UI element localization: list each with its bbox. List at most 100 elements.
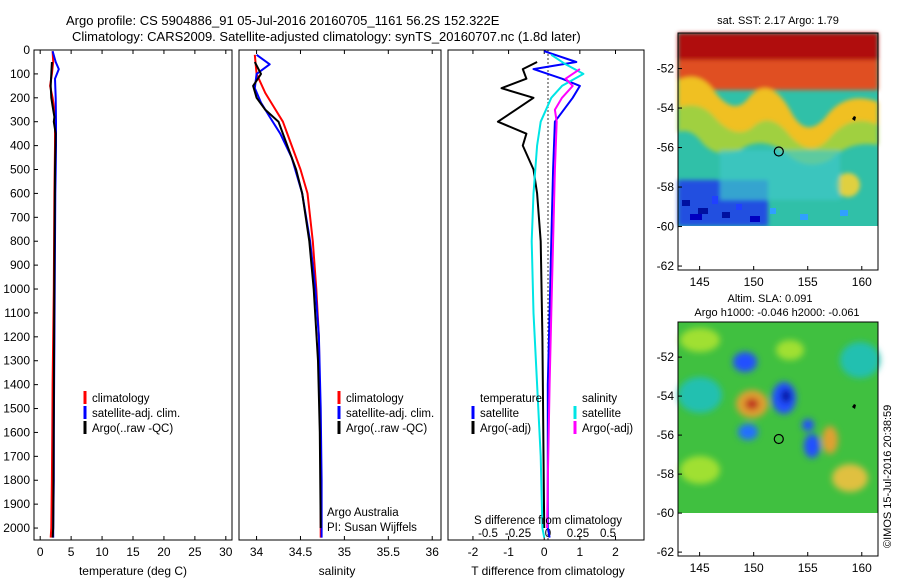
temp-legend-satellite: satellite-adj. clim. [92, 408, 180, 420]
sst-lon-tick-label: 145 [690, 275, 710, 289]
sla-blob-7 [738, 424, 758, 440]
sla-blob-10 [678, 377, 722, 413]
sla-lat-tick-label: -52 [657, 350, 675, 364]
depth-tick-label: 1900 [3, 497, 30, 511]
difference-plot-frame [447, 49, 645, 541]
sla-blob-12 [832, 464, 868, 492]
temp-legend-climatology: climatology [92, 393, 150, 405]
depth-tick-label: 1200 [3, 330, 30, 344]
diff-legend-temperature-header: temperature [480, 393, 542, 405]
salinity-x-tick-label: 35 [338, 545, 352, 559]
sst-field-front [678, 76, 878, 149]
temperature-x-tick-label: 5 [68, 545, 75, 559]
salinity-annotation-pi: PI: Susan Wijffels [327, 522, 417, 534]
sla-field-nodata [678, 513, 878, 556]
sal-legend-satellite: satellite-adj. clim. [346, 408, 434, 420]
salinity-panel: 34 34.5 35 35.5 36 salinity climatology sate… [238, 49, 442, 578]
salinity-series-line-2 [252, 61, 322, 529]
sst-lat-tick-label: -60 [657, 220, 675, 234]
sla-map-panel: Altim. SLA: 0.091 Argo h1000: -0.046 h20… [657, 293, 880, 575]
sst-field-cyan-mid [720, 150, 840, 200]
difference-panel: -2 -1 0 1 2 -0.5 -0.25 0 0.25 0.5 T difference f… [447, 49, 645, 578]
difference-x-ticks: -2 -1 0 1 2 [468, 50, 619, 559]
sla-argo-position-marker [773, 433, 784, 445]
difference-x-tick-label: -2 [468, 545, 479, 559]
sst-argo-position-marker [773, 146, 784, 157]
sla-blob-1 [680, 328, 720, 352]
sst-lat-tick-label: -52 [657, 62, 675, 76]
sla-blob-13 [680, 456, 720, 484]
sst-map-panel: sat. SST: 2.17 Argo: 1.79 [657, 15, 879, 289]
depth-tick-label: 2000 [3, 521, 30, 535]
temperature-x-label: temperature (deg C) [79, 564, 187, 578]
sla-blob-2 [733, 352, 757, 372]
depth-tick-label: 0 [23, 43, 30, 57]
temperature-x-tick-label: 15 [126, 545, 140, 559]
sst-map-title: sat. SST: 2.17 Argo: 1.79 [717, 15, 839, 27]
sst-field-nodata [678, 226, 878, 270]
difference-series-line-3 [546, 68, 581, 529]
sst-field-warm-eddy [836, 173, 860, 197]
diff-legend-satellite: satellite [480, 408, 519, 420]
temperature-x-ticks: 0 5 10 15 20 25 30 [37, 50, 233, 559]
sla-lat-tick-label: -56 [657, 428, 675, 442]
difference-series-line-2 [530, 53, 585, 538]
salinity-x-tick-label: 34.5 [289, 545, 313, 559]
depth-tick-label: 1500 [3, 402, 30, 416]
temperature-y-ticks: 0 100 200 300 400 500 600 700 800 900 1000 1100 1200… [3, 43, 452, 535]
depth-tick-label: 300 [10, 115, 30, 129]
depth-tick-label: 1800 [3, 473, 30, 487]
depth-tick-label: 800 [10, 234, 30, 248]
sla-map-ticks: 145 150 155 160 -52 -54 -56 -58 -60 -62 [657, 350, 872, 575]
salinity-x-tick-label: 36 [426, 545, 440, 559]
sst-field-warm-band [678, 60, 878, 90]
depth-tick-label: 100 [10, 67, 30, 81]
sla-map-subtitle: Argo h1000: -0.046 h2000: -0.061 [694, 307, 859, 319]
sla-blob-14 [776, 340, 804, 360]
sla-lon-tick-label: 145 [690, 561, 710, 575]
diff-legend-sal-argo: Argo(-adj) [582, 423, 633, 435]
depth-tick-label: 400 [10, 139, 30, 153]
temperature-x-tick-label: 25 [188, 545, 202, 559]
sla-map-frame [677, 321, 879, 557]
depth-tick-label: 1400 [3, 378, 30, 392]
salinity-diff-tick-label: 0.25 [567, 528, 589, 540]
sla-lon-tick-label: 155 [798, 561, 818, 575]
temperature-x-tick-label: 20 [157, 545, 171, 559]
depth-tick-label: 900 [10, 258, 30, 272]
sst-map-frame [677, 32, 879, 271]
sla-blob-15 [802, 419, 814, 431]
salinity-legend: climatology satellite-adj. clim. Argo(..… [337, 391, 434, 435]
salinity-x-ticks: 34 34.5 35 35.5 36 [250, 50, 439, 559]
temperature-lines [49, 50, 60, 538]
salinity-diff-tick-label: -0.5 [478, 528, 498, 540]
sal-legend-argo: Argo(..raw -QC) [346, 423, 427, 435]
difference-salinity-axis-label: S difference from climatology [474, 515, 622, 527]
sst-map-ticks: 145 150 155 160 -52 -54 -56 -58 -60 -62 [657, 62, 872, 289]
difference-legend: temperature satellite Argo(-adj) salinit… [471, 393, 633, 435]
sla-lat-tick-label: -60 [657, 506, 675, 520]
depth-tick-label: 1700 [3, 449, 30, 463]
difference-x-tick-label: -1 [503, 545, 514, 559]
sla-blob-9 [822, 426, 838, 454]
sla-lat-tick-label: -58 [657, 467, 675, 481]
header-line-2: Climatology: CARS2009. Satellite-adjuste… [72, 29, 581, 44]
sst-field-noisy-south [682, 196, 848, 222]
sla-lat-tick-label: -54 [657, 389, 675, 403]
diff-legend-sal-satellite: satellite [582, 408, 621, 420]
sst-map-field [678, 33, 878, 270]
depth-tick-label: 600 [10, 186, 30, 200]
difference-lines [496, 50, 585, 538]
sla-lat-tick-label: -62 [657, 545, 675, 559]
sst-lat-tick-label: -54 [657, 101, 675, 115]
sst-field-yellow-green [678, 105, 878, 165]
salinity-x-tick-label: 35.5 [377, 545, 401, 559]
depth-tick-label: 1100 [4, 306, 30, 320]
sal-legend-climatology: climatology [346, 393, 404, 405]
sla-land-islet [852, 404, 856, 409]
sst-lat-tick-label: -58 [657, 180, 675, 194]
depth-tick-label: 1300 [3, 354, 30, 368]
temperature-series-line-2 [49, 61, 57, 538]
diff-legend-argo: Argo(-adj) [480, 423, 531, 435]
salinity-x-label: salinity [319, 564, 356, 578]
